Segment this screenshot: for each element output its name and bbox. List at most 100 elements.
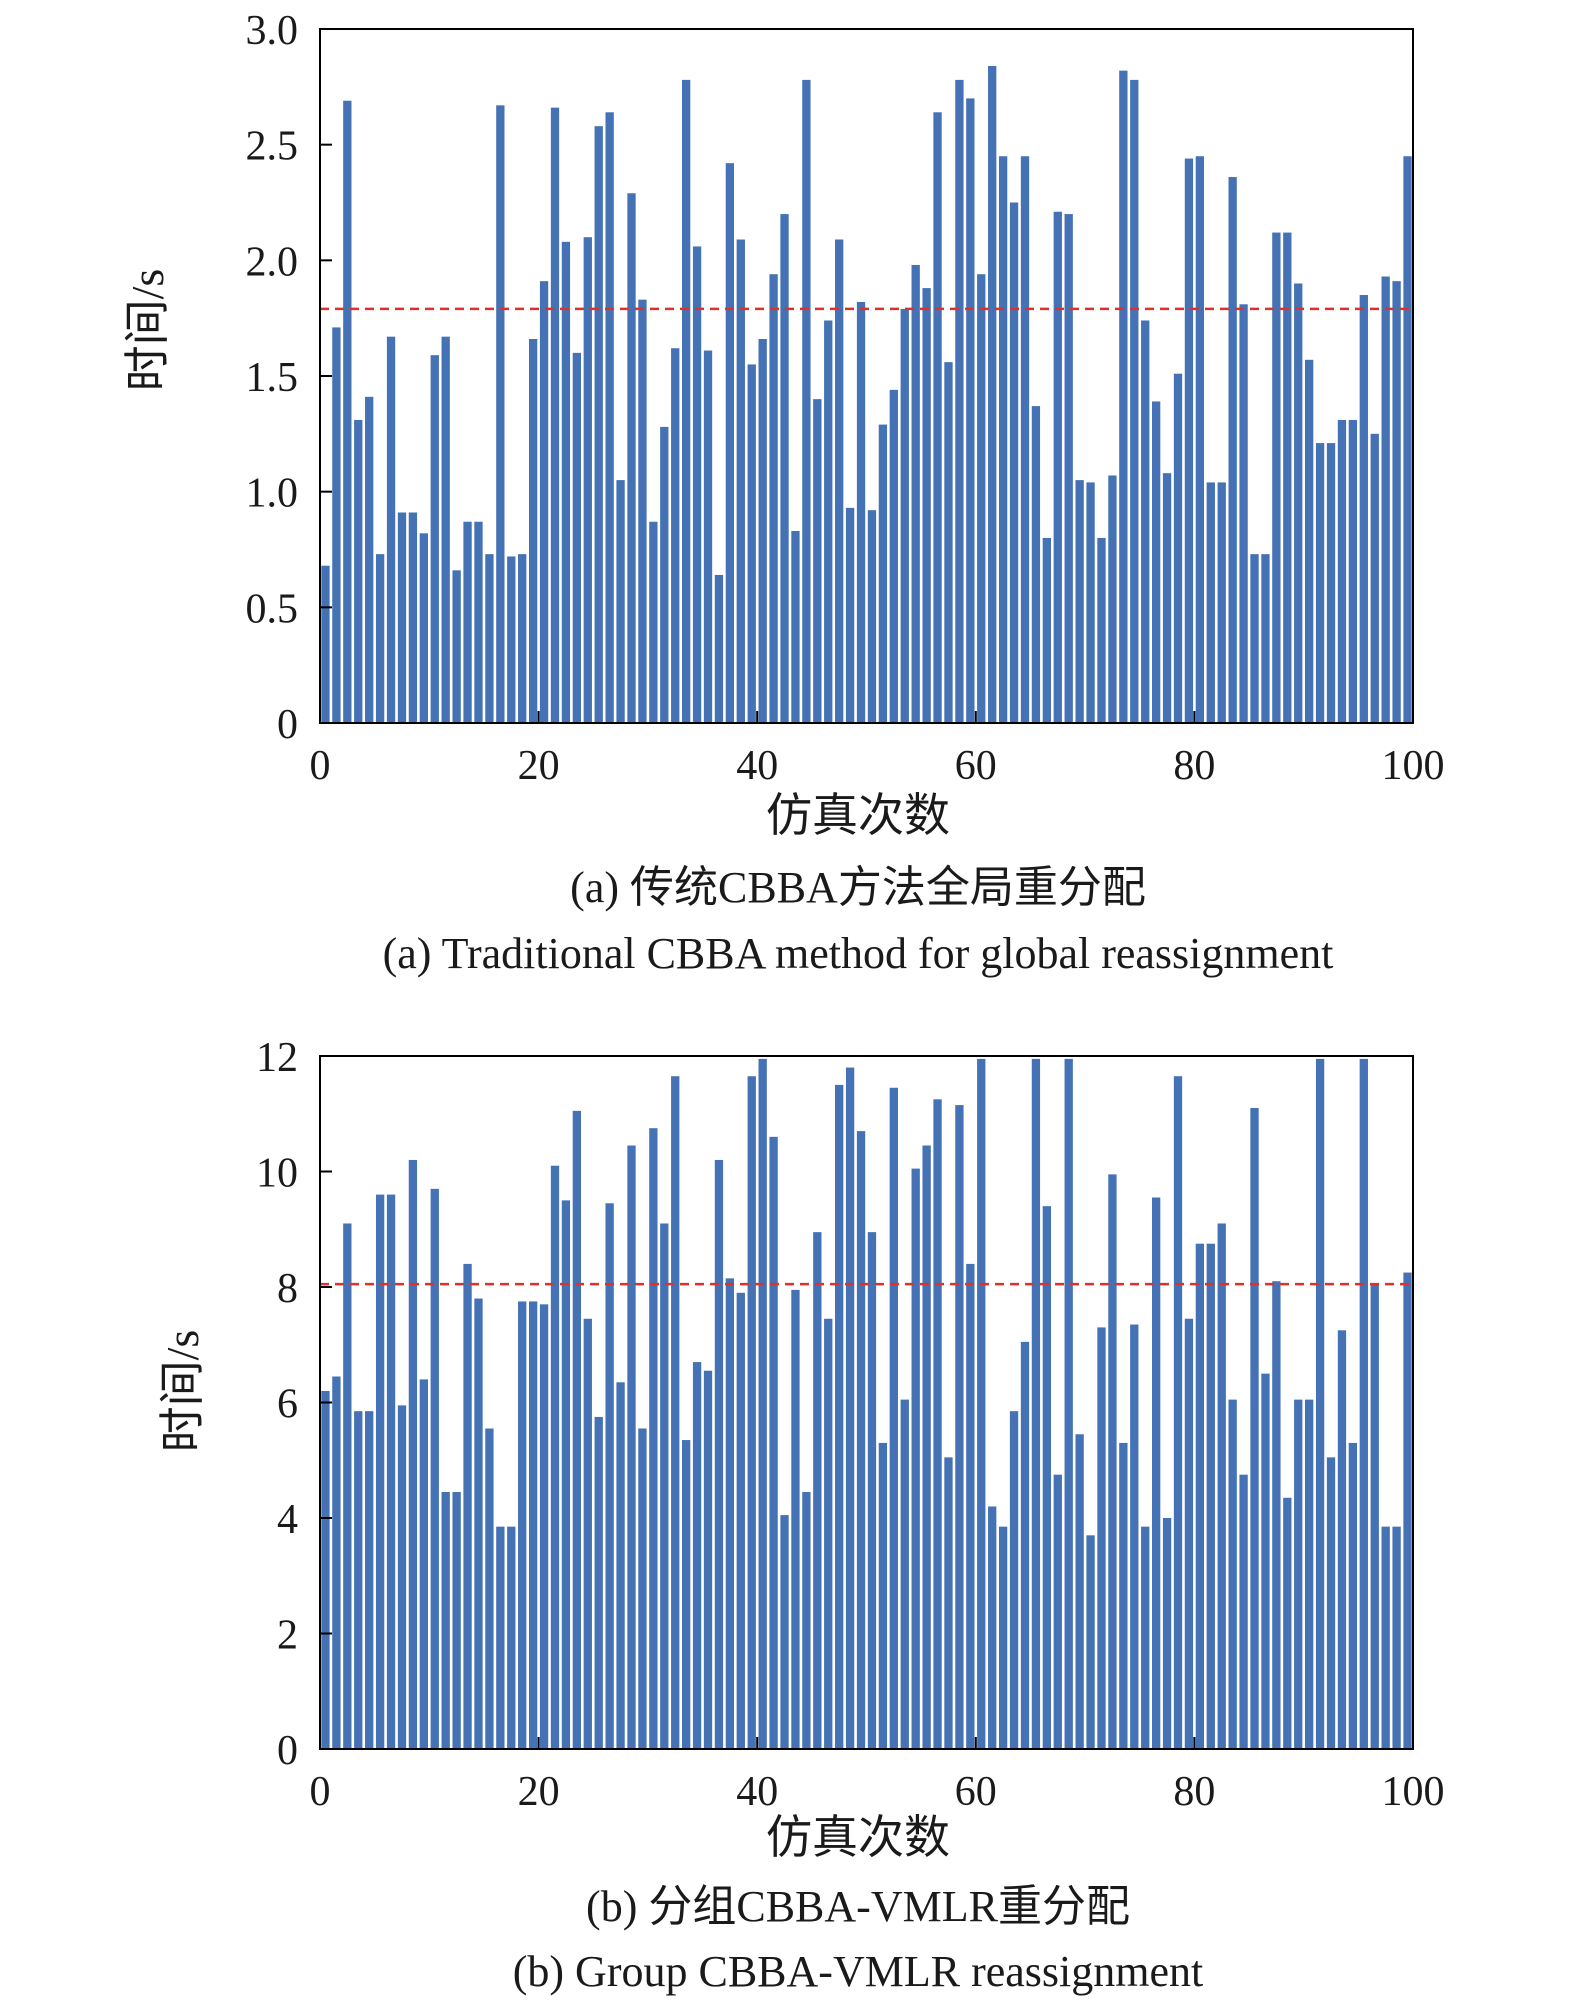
chart-b-bar-76	[1141, 1526, 1150, 1749]
chart-a-bar-2	[332, 327, 341, 723]
chart-a-bar-30	[638, 299, 647, 723]
chart-b-x-axis-title: 仿真次数	[766, 1812, 950, 1863]
chart-a-bar-74	[1119, 70, 1128, 723]
chart-a-bar-45	[802, 79, 811, 723]
chart-b-bar-70	[1075, 1434, 1084, 1749]
chart-a-bar-8	[397, 512, 407, 723]
chart-b-bar-65	[1020, 1341, 1030, 1749]
chart-a-bar-44	[791, 530, 800, 723]
chart-b-y-tick-label: 12	[256, 1035, 298, 1081]
chart-b-bar-68	[1053, 1474, 1062, 1749]
chart-a-bar-71	[1086, 482, 1095, 723]
chart-b-bar-42	[769, 1136, 778, 1749]
chart-a-bar-1	[321, 565, 330, 723]
chart-a-bar-86	[1250, 554, 1259, 723]
chart-b-bar-12	[441, 1492, 450, 1749]
chart-a-bar-3	[343, 100, 352, 723]
chart-b-y-tick-label: 4	[277, 1497, 298, 1543]
chart-a-bar-23	[561, 241, 571, 723]
chart-b-bar-50	[856, 1131, 866, 1749]
chart-b-bar-93	[1326, 1457, 1336, 1749]
chart-b-bar-56	[922, 1145, 931, 1749]
chart-b-bar-61	[977, 1058, 986, 1749]
chart-b-x-tick-label: 40	[736, 1769, 778, 1815]
chart-b-y-tick-label: 6	[277, 1382, 298, 1428]
chart-b-bar-64	[1009, 1411, 1019, 1749]
chart-a-y-axis-title: 时间/s	[122, 269, 173, 392]
chart-b-bar-30	[638, 1428, 647, 1749]
chart-b-bar-78	[1162, 1518, 1172, 1749]
chart-a-bar-51	[867, 510, 877, 723]
chart-b-bar-31	[649, 1128, 658, 1749]
chart-a-bar-26	[594, 126, 603, 723]
chart-a-plot-frame	[319, 28, 1414, 724]
chart-b-bar-35	[692, 1362, 702, 1749]
chart-b-bar-29	[627, 1145, 636, 1749]
chart-b-bar-63	[998, 1526, 1008, 1749]
chart-a-bar-36	[703, 350, 713, 723]
chart-a-bar-65	[1020, 156, 1030, 724]
chart-b-bar-73	[1108, 1174, 1117, 1749]
chart-a-bar-70	[1075, 480, 1084, 723]
chart-a-bar-43	[780, 214, 789, 723]
chart-b-bar-48	[835, 1084, 844, 1750]
chart-b-bar-98	[1381, 1526, 1390, 1749]
chart-b-bar-8	[397, 1405, 407, 1749]
chart-b-bar-3	[343, 1223, 352, 1749]
chart-b-bar-32	[660, 1223, 669, 1749]
chart-b-x-tick-label: 0	[310, 1769, 331, 1815]
chart-b-bar-46	[813, 1232, 822, 1749]
chart-a-y-tick-label: 2.5	[246, 124, 299, 170]
chart-a-bar-93	[1326, 443, 1336, 723]
chart-b-bar-89	[1283, 1497, 1292, 1749]
chart-b-bar-43	[780, 1515, 789, 1749]
chart-a-bar-14	[463, 521, 472, 723]
chart-a-bar-17	[496, 105, 505, 724]
chart-b-bar-49	[845, 1067, 855, 1749]
chart-b-bar-26	[594, 1416, 603, 1749]
chart-b-bar-13	[452, 1492, 461, 1749]
chart-b-y-tick-label: 10	[256, 1151, 298, 1197]
chart-a-y-ticks: 0 0.5 1.0 1.5 2.0 2.5 3.0	[246, 8, 332, 748]
chart-b-bar-7	[386, 1194, 396, 1749]
chart-a-bar-68	[1053, 211, 1062, 723]
chart-b-y-tick-label: 8	[277, 1266, 298, 1312]
chart-a-bar-62	[988, 66, 997, 723]
chart-a: 0 0.5 1.0 1.5 2.0 2.5 3.0 0 20 40 60 80 100 时间/s 仿真…	[122, 8, 1445, 978]
chart-b-bar-22	[550, 1165, 560, 1749]
chart-b-bar-15	[474, 1298, 483, 1749]
chart-b-bars	[321, 1058, 1412, 1750]
chart-b-bar-5	[365, 1411, 374, 1749]
chart-b-bar-11	[430, 1188, 439, 1749]
chart-b-bar-54	[900, 1399, 909, 1749]
chart-a-x-tick-label: 20	[518, 743, 560, 789]
chart-a-bar-37	[714, 574, 724, 723]
chart-b-y-tick-label: 0	[277, 1728, 298, 1774]
chart-b-bar-41	[758, 1058, 767, 1749]
chart-b-bar-83	[1217, 1223, 1226, 1749]
chart-b-bar-81	[1195, 1243, 1205, 1749]
chart-a-bar-19	[518, 554, 527, 723]
chart-b-bar-67	[1042, 1206, 1051, 1749]
chart-b-bar-92	[1315, 1058, 1325, 1749]
chart-a-bar-67	[1042, 537, 1051, 723]
chart-a-bar-96	[1359, 295, 1368, 723]
chart-a-bar-80	[1184, 158, 1194, 724]
chart-b-bar-33	[671, 1076, 680, 1749]
chart-a-y-tick-label: 1.0	[246, 471, 299, 517]
chart-b-bar-38	[725, 1278, 735, 1749]
chart-a-bar-10	[419, 533, 428, 723]
chart-b-bar-74	[1119, 1442, 1128, 1749]
chart-b-bar-17	[496, 1526, 505, 1749]
chart-a-x-tick-label: 100	[1382, 743, 1445, 789]
chart-b-bar-87	[1261, 1373, 1270, 1750]
chart-a-bar-4	[354, 419, 363, 723]
chart-a-bar-89	[1283, 232, 1292, 723]
chart-a-bar-99	[1392, 281, 1401, 723]
chart-b-bar-45	[802, 1492, 811, 1749]
chart-a-y-tick-label: 0.5	[246, 586, 299, 632]
chart-a-bar-21	[539, 281, 549, 723]
chart-a-bar-18	[507, 556, 516, 723]
chart-a-bar-20	[528, 338, 538, 723]
